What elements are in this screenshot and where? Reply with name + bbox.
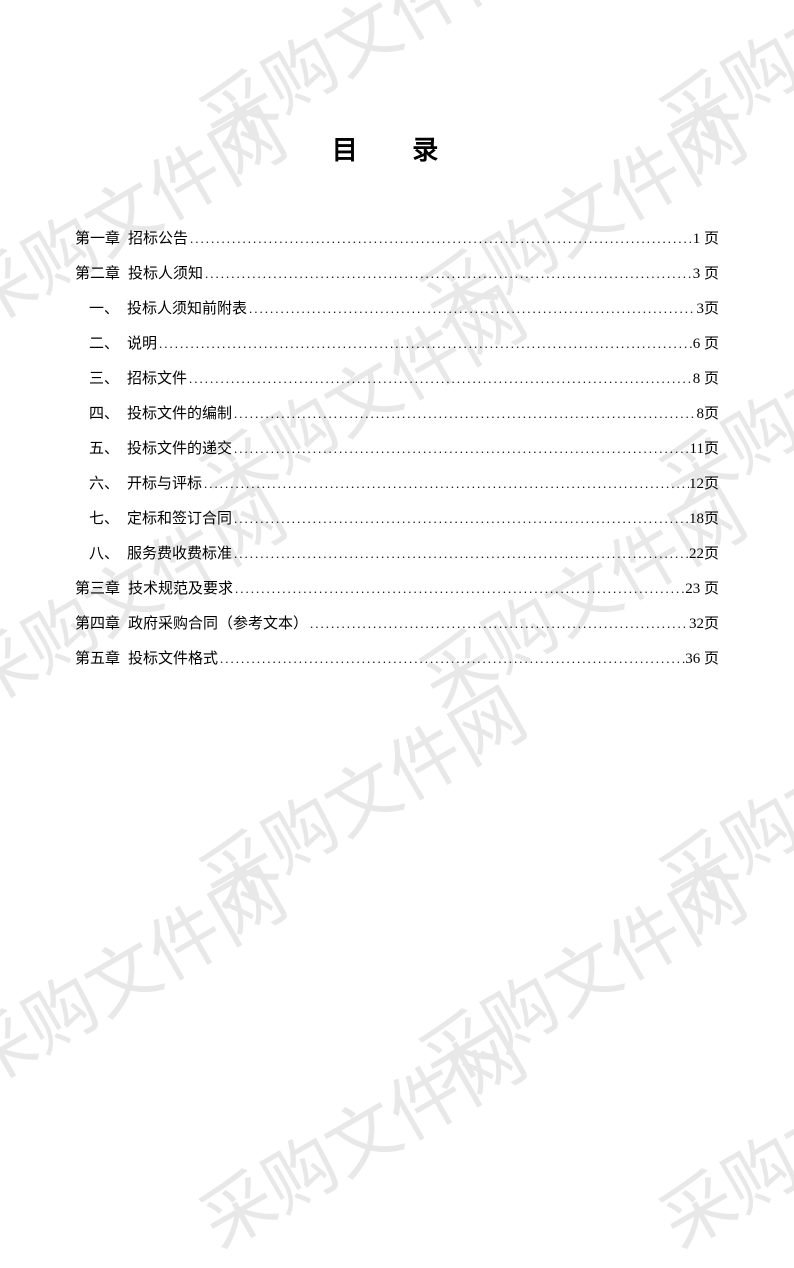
toc-label: 三、 bbox=[89, 367, 119, 388]
watermark-text: 采购文件网 bbox=[178, 657, 542, 928]
toc-leader-dots: ........................................… bbox=[188, 231, 693, 247]
toc-page-number: 36 页 bbox=[685, 647, 719, 668]
toc-row: 一、投标人须知前附表..............................… bbox=[75, 297, 719, 318]
toc-label: 第四章 bbox=[75, 612, 120, 633]
toc-leader-dots: ........................................… bbox=[187, 371, 693, 387]
watermark-text: 采购文件网 bbox=[398, 837, 762, 1108]
toc-row: 第二章投标人须知................................… bbox=[75, 262, 719, 283]
toc-heading: 目 录 bbox=[75, 130, 719, 167]
toc-label: 第二章 bbox=[75, 262, 120, 283]
toc-item-title: 招标文件 bbox=[127, 367, 187, 388]
toc-leader-dots: ........................................… bbox=[247, 301, 696, 317]
toc-label: 二、 bbox=[89, 332, 119, 353]
toc-leader-dots: ........................................… bbox=[232, 406, 696, 422]
toc-item-title: 技术规范及要求 bbox=[128, 577, 233, 598]
toc-item-title: 政府采购合同（参考文本） bbox=[128, 612, 308, 633]
toc-item-title: 服务费收费标准 bbox=[127, 542, 232, 563]
toc-item-title: 招标公告 bbox=[128, 227, 188, 248]
toc-item-title: 投标人须知 bbox=[128, 262, 203, 283]
toc-label: 第一章 bbox=[75, 227, 120, 248]
toc-page-number: 11页 bbox=[690, 437, 719, 458]
toc-label: 七、 bbox=[89, 507, 119, 528]
watermark-text: 采购文件网 bbox=[638, 997, 794, 1268]
toc-leader-dots: ........................................… bbox=[157, 336, 693, 352]
toc-row: 七、定标和签订合同...............................… bbox=[75, 507, 719, 528]
toc-row: 四、投标文件的编制...............................… bbox=[75, 402, 719, 423]
watermark-text: 采购文件网 bbox=[178, 997, 542, 1268]
toc-item-title: 投标文件的递交 bbox=[127, 437, 232, 458]
toc-page-number: 6 页 bbox=[693, 332, 719, 353]
toc-leader-dots: ........................................… bbox=[232, 441, 690, 457]
watermark-text: 采购文件网 bbox=[0, 837, 302, 1108]
toc-label: 一、 bbox=[89, 297, 119, 318]
toc-page-number: 3 页 bbox=[693, 262, 719, 283]
page-content: 目 录 第一章招标公告.............................… bbox=[0, 0, 794, 668]
toc-label: 五、 bbox=[89, 437, 119, 458]
toc-item-title: 投标人须知前附表 bbox=[127, 297, 247, 318]
table-of-contents: 第一章招标公告.................................… bbox=[75, 227, 719, 668]
toc-page-number: 18页 bbox=[689, 507, 719, 528]
toc-leader-dots: ........................................… bbox=[233, 581, 685, 597]
toc-row: 三、招标文件..................................… bbox=[75, 367, 719, 388]
toc-row: 第四章政府采购合同（参考文本）.........................… bbox=[75, 612, 719, 633]
toc-page-number: 8 页 bbox=[693, 367, 719, 388]
toc-leader-dots: ........................................… bbox=[232, 511, 689, 527]
watermark-text: 采购文件网 bbox=[638, 657, 794, 928]
toc-label: 第五章 bbox=[75, 647, 120, 668]
toc-page-number: 22页 bbox=[689, 542, 719, 563]
toc-leader-dots: ........................................… bbox=[232, 546, 689, 562]
toc-row: 第一章招标公告.................................… bbox=[75, 227, 719, 248]
toc-leader-dots: ........................................… bbox=[308, 616, 689, 632]
toc-row: 五、投标文件的递交...............................… bbox=[75, 437, 719, 458]
toc-page-number: 32页 bbox=[689, 612, 719, 633]
toc-item-title: 投标文件格式 bbox=[128, 647, 218, 668]
toc-page-number: 23 页 bbox=[685, 577, 719, 598]
toc-row: 二、说明....................................… bbox=[75, 332, 719, 353]
toc-leader-dots: ........................................… bbox=[218, 651, 685, 667]
toc-row: 六、开标与评标.................................… bbox=[75, 472, 719, 493]
toc-leader-dots: ........................................… bbox=[203, 266, 693, 282]
toc-row: 八、服务费收费标准...............................… bbox=[75, 542, 719, 563]
toc-item-title: 定标和签订合同 bbox=[127, 507, 232, 528]
toc-row: 第三章技术规范及要求..............................… bbox=[75, 577, 719, 598]
toc-row: 第五章投标文件格式...............................… bbox=[75, 647, 719, 668]
toc-page-number: 8页 bbox=[696, 402, 719, 423]
toc-label: 四、 bbox=[89, 402, 119, 423]
toc-label: 第三章 bbox=[75, 577, 120, 598]
toc-page-number: 1 页 bbox=[693, 227, 719, 248]
toc-item-title: 开标与评标 bbox=[127, 472, 202, 493]
toc-page-number: 3页 bbox=[696, 297, 719, 318]
toc-label: 六、 bbox=[89, 472, 119, 493]
toc-item-title: 投标文件的编制 bbox=[127, 402, 232, 423]
toc-page-number: 12页 bbox=[689, 472, 719, 493]
toc-leader-dots: ........................................… bbox=[202, 476, 689, 492]
toc-label: 八、 bbox=[89, 542, 119, 563]
toc-item-title: 说明 bbox=[127, 332, 157, 353]
